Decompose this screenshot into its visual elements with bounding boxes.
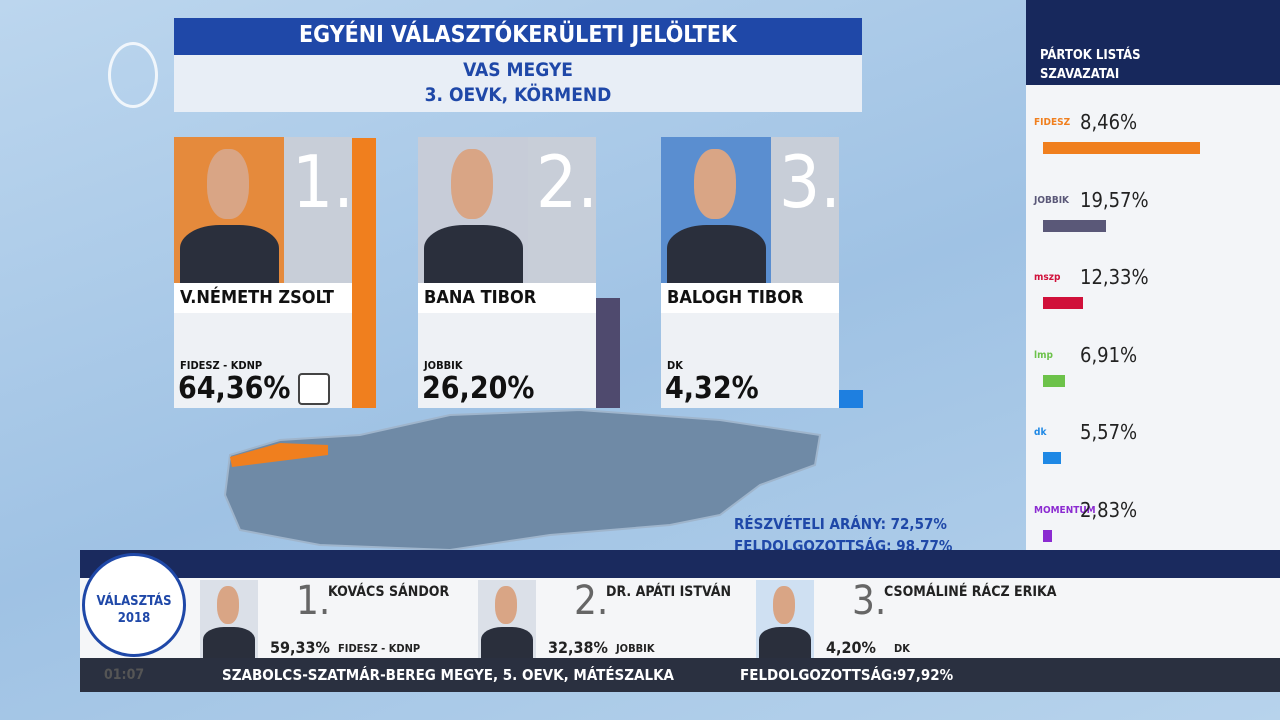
portrait-suit <box>179 224 279 283</box>
rank: 1. <box>292 140 354 224</box>
name-band <box>174 283 352 313</box>
portrait-head <box>207 148 249 219</box>
party-bar <box>1043 374 1066 387</box>
ticker-district: SZABOLCS-SZATMÁR-BEREG MEGYE, 5. OEVK, M… <box>222 666 674 684</box>
percent: 4,32% <box>665 371 759 406</box>
vote-bar <box>352 137 376 408</box>
map-shape <box>223 408 822 552</box>
ticker-name: KOVÁCS SÁNDOR <box>328 584 450 600</box>
ticker-rank: 3. <box>852 578 887 624</box>
ticker-name: DR. APÁTI ISTVÁN <box>606 584 732 600</box>
candidate-name: BANA TIBOR <box>424 287 537 308</box>
rank: 2. <box>536 140 598 224</box>
ticker-party: JOBBIK <box>616 642 655 655</box>
name-band <box>418 283 596 313</box>
ticker-party: DK <box>894 642 910 655</box>
ticker-percent: 32,38% <box>548 638 608 657</box>
ticker-percent: 59,33% <box>270 638 330 657</box>
party-bar <box>1043 297 1083 309</box>
party-bar <box>1043 219 1107 232</box>
map-highlight <box>230 443 328 467</box>
vote-bar <box>839 389 863 408</box>
party-logo: FIDESZ <box>1034 117 1071 128</box>
party-bar <box>1043 142 1200 154</box>
clock: 01:07 <box>104 667 145 683</box>
stat-processed: FELDOLGOZOTTSÁG: 98,77% <box>734 537 953 551</box>
name-band <box>661 283 839 313</box>
party-percent: 2,83% <box>1080 497 1138 522</box>
ticker-percent: 4,20% <box>826 638 876 657</box>
ticker-band <box>80 578 1280 658</box>
candidate-name: V.NÉMETH ZSOLT <box>180 287 334 308</box>
party-percent: 5,57% <box>1080 420 1138 444</box>
party-logo: JOBBIK <box>1034 194 1070 206</box>
party-percent: 12,33% <box>1080 265 1149 289</box>
portrait-head <box>217 586 240 624</box>
percent: 64,36% <box>178 371 291 406</box>
ticker-top <box>80 550 1280 578</box>
portrait-suit <box>666 224 766 283</box>
ticker-logo-text: VÁLASZTÁS <box>96 594 172 609</box>
header-title: EGYÉNI VÁLASZTÓKERÜLETI JELÖLTEK <box>299 22 737 48</box>
ticker-rank: 2. <box>574 578 609 624</box>
portrait-suit <box>202 626 256 658</box>
portrait-suit <box>423 224 523 283</box>
header-district: 3. OEVK, KÖRMEND <box>424 84 612 106</box>
party: JOBBIK <box>424 359 463 372</box>
ticker-name: CSOMÁLINÉ RÁCZ ERIKA <box>884 584 1057 600</box>
stat-turnout: RÉSZVÉTELI ARÁNY: 72,57% <box>734 515 947 533</box>
rank: 3. <box>779 140 841 224</box>
ticker-processed: FELDOLGOZOTTSÁG: <box>740 666 898 684</box>
winner-check <box>298 373 330 405</box>
card-photo-bg <box>284 137 352 283</box>
logo-mark <box>108 42 158 108</box>
ticker-logo <box>82 553 186 657</box>
percent: 26,20% <box>422 371 535 406</box>
party-logo: mszp <box>1034 272 1061 283</box>
side-title: PÁRTOK LISTÁS SZAVAZATAI <box>1040 48 1141 82</box>
party-percent: 8,46% <box>1080 110 1138 134</box>
header-bar <box>174 18 862 55</box>
ticker-party: FIDESZ - KDNP <box>338 642 421 655</box>
portrait-head <box>495 586 518 624</box>
party-bar <box>1043 529 1053 542</box>
portrait-suit <box>758 626 812 658</box>
ticker-processed-value: 97,92% <box>897 666 954 684</box>
party-percent: 6,91% <box>1080 342 1138 367</box>
candidate-name: BALOGH TIBOR <box>667 287 804 308</box>
party: FIDESZ - KDNP <box>180 359 263 372</box>
party-logo: dk <box>1034 427 1047 438</box>
party-logo: lmp <box>1034 349 1053 361</box>
side-header <box>1026 0 1280 85</box>
vote-bar <box>596 297 620 408</box>
map <box>223 408 822 552</box>
party: DK <box>667 359 683 372</box>
header-sub <box>174 55 862 112</box>
party-bar <box>1043 452 1062 464</box>
header-county: VAS MEGYE <box>463 59 573 81</box>
card-photo-bg <box>528 137 596 283</box>
side-panel <box>1026 85 1280 552</box>
party-percent: 19,57% <box>1080 187 1149 212</box>
ticker-logo-year: 2018 <box>117 611 151 626</box>
party-logo: MOMENTUM <box>1034 504 1096 516</box>
portrait-head <box>451 148 493 219</box>
portrait-suit <box>480 626 534 658</box>
ticker-rank: 1. <box>296 578 331 624</box>
card-photo-bg <box>771 137 839 283</box>
ticker-bottom <box>80 658 1280 692</box>
portrait-head <box>773 586 796 624</box>
portrait-head <box>694 148 736 219</box>
